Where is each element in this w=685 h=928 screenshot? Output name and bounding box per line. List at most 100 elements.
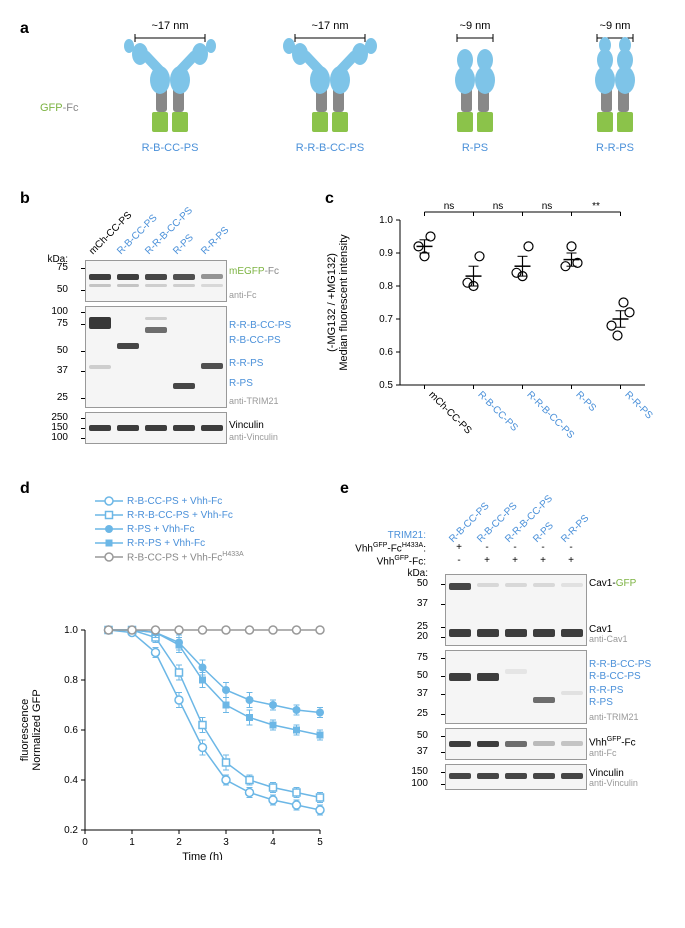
- band: [449, 673, 471, 681]
- panel-d-legend: R-B-CC-PS + Vhh-FcR-R-B-CC-PS + Vhh-FcR-…: [95, 495, 244, 565]
- lane-label: R-R-PS: [559, 513, 591, 545]
- construct-size: ~9 nm: [460, 20, 491, 32]
- marker-label: 50: [57, 345, 68, 356]
- marker-label: 100: [51, 306, 68, 317]
- panel-c-chart: 0.50.60.70.80.91.0Median fluorescent int…: [325, 190, 665, 470]
- presence-cell: +: [529, 555, 557, 566]
- panel-e-label: e: [340, 480, 349, 498]
- presence-cell: +: [501, 555, 529, 566]
- gel-box: [445, 764, 587, 790]
- svg-text:fluorescence: fluorescence: [20, 699, 31, 761]
- svg-text:5: 5: [317, 837, 323, 848]
- band: [117, 274, 139, 280]
- band: [561, 629, 583, 637]
- construct-R-R-PS: ~9 nmR-R-PS: [575, 20, 655, 154]
- presence-cell: +: [445, 542, 473, 553]
- band: [173, 284, 195, 287]
- marker-label: 75: [417, 652, 428, 663]
- construct-R-R-B-CC-PS: ~17 nmR-R-B-CC-PS: [270, 20, 390, 154]
- gel-side-label: Cav1-GFP: [589, 578, 636, 589]
- svg-text:(-MG132 / +MG132): (-MG132 / +MG132): [326, 253, 338, 352]
- band: [561, 691, 583, 695]
- legend-item: R-PS + Vhh-Fc: [95, 523, 244, 535]
- marker-label: 20: [417, 631, 428, 642]
- band: [145, 425, 167, 431]
- marker-label: 75: [57, 318, 68, 329]
- gel-box: [85, 306, 227, 408]
- presence-cell: -: [445, 555, 473, 566]
- svg-text:Time (h): Time (h): [182, 851, 223, 860]
- panel-b-label: b: [20, 190, 30, 208]
- band: [533, 629, 555, 637]
- band: [89, 284, 111, 287]
- band: [117, 284, 139, 287]
- gel-box: [445, 728, 587, 760]
- band: [201, 425, 223, 431]
- band: [201, 284, 223, 287]
- band: [505, 669, 527, 674]
- svg-text:0.6: 0.6: [64, 725, 78, 736]
- band: [477, 773, 499, 779]
- gel-side-label: R-R-B-CC-PS: [589, 660, 651, 670]
- gfp-fc-label: GFP-Fc: [40, 102, 79, 114]
- presence-cell: -: [501, 542, 529, 553]
- band: [477, 583, 499, 587]
- vhh-fc-row: VhhGFP-Fc:: [377, 555, 426, 567]
- svg-text:0.5: 0.5: [379, 380, 393, 391]
- band: [89, 274, 111, 280]
- band: [117, 343, 139, 349]
- svg-text:1: 1: [129, 837, 135, 848]
- svg-text:0.7: 0.7: [379, 314, 393, 325]
- band: [145, 327, 167, 333]
- panel-a-label: a: [20, 20, 29, 38]
- legend-item: R-B-CC-PS + Vhh-FcH433A: [95, 551, 244, 563]
- svg-text:R-B-CC-PS: R-B-CC-PS: [475, 389, 520, 434]
- svg-text:Median fluorescent intensity: Median fluorescent intensity: [338, 234, 350, 371]
- band: [449, 583, 471, 590]
- construct-size: ~9 nm: [600, 20, 631, 32]
- gel-side-label: R-PS: [589, 698, 613, 708]
- vhh-h433a-row: VhhGFP-FcH433A:: [355, 542, 426, 554]
- marker-label: 100: [411, 778, 428, 789]
- band: [505, 629, 527, 637]
- gel-side-label: R-R-B-CC-PS: [229, 320, 291, 331]
- band: [89, 425, 111, 431]
- marker-label: 37: [417, 688, 428, 699]
- marker-label: 50: [417, 670, 428, 681]
- band: [533, 773, 555, 779]
- gel-side-label: Vinculin: [229, 420, 264, 431]
- band: [533, 741, 555, 746]
- marker-label: 25: [417, 708, 428, 719]
- antibody-label: anti-Fc: [589, 748, 617, 758]
- panel-e: e R-B-CC-PSR-B-CC-PSR-R-B-CC-PSR-PSR-R-P…: [340, 480, 665, 860]
- band: [173, 274, 195, 280]
- lane-label: R-PS: [171, 232, 196, 257]
- band: [477, 673, 499, 681]
- antibody-label: anti-Cav1: [589, 634, 628, 644]
- construct-size: ~17 nm: [312, 20, 349, 32]
- gel-side-label: VhhGFP-Fc: [589, 736, 636, 748]
- band: [477, 629, 499, 637]
- svg-text:0.4: 0.4: [64, 775, 78, 786]
- construct-label: R-PS: [435, 142, 515, 154]
- antibody-label: anti-Fc: [229, 290, 257, 300]
- legend-item: R-R-PS + Vhh-Fc: [95, 537, 244, 549]
- gel-side-label: R-B-CC-PS: [589, 672, 641, 682]
- svg-text:R-R-B-CC-PS: R-R-B-CC-PS: [524, 389, 576, 441]
- panel-b: b mCh-CC-PSR-B-CC-PSR-R-B-CC-PSR-PSR-R-P…: [20, 190, 325, 470]
- band: [449, 741, 471, 747]
- band: [145, 284, 167, 287]
- band: [561, 583, 583, 587]
- svg-text:**: **: [592, 201, 600, 212]
- svg-text:Normalized GFP: Normalized GFP: [31, 689, 43, 770]
- antibody-label: anti-Vinculin: [229, 432, 278, 442]
- presence-cell: -: [529, 542, 557, 553]
- gel-side-label: R-B-CC-PS: [229, 335, 281, 346]
- marker-label: 100: [51, 432, 68, 443]
- presence-cell: -: [473, 542, 501, 553]
- band: [173, 383, 195, 389]
- marker-label: 50: [57, 284, 68, 295]
- marker-label: 150: [411, 766, 428, 777]
- svg-text:2: 2: [176, 837, 182, 848]
- svg-text:R-R-PS: R-R-PS: [622, 389, 654, 421]
